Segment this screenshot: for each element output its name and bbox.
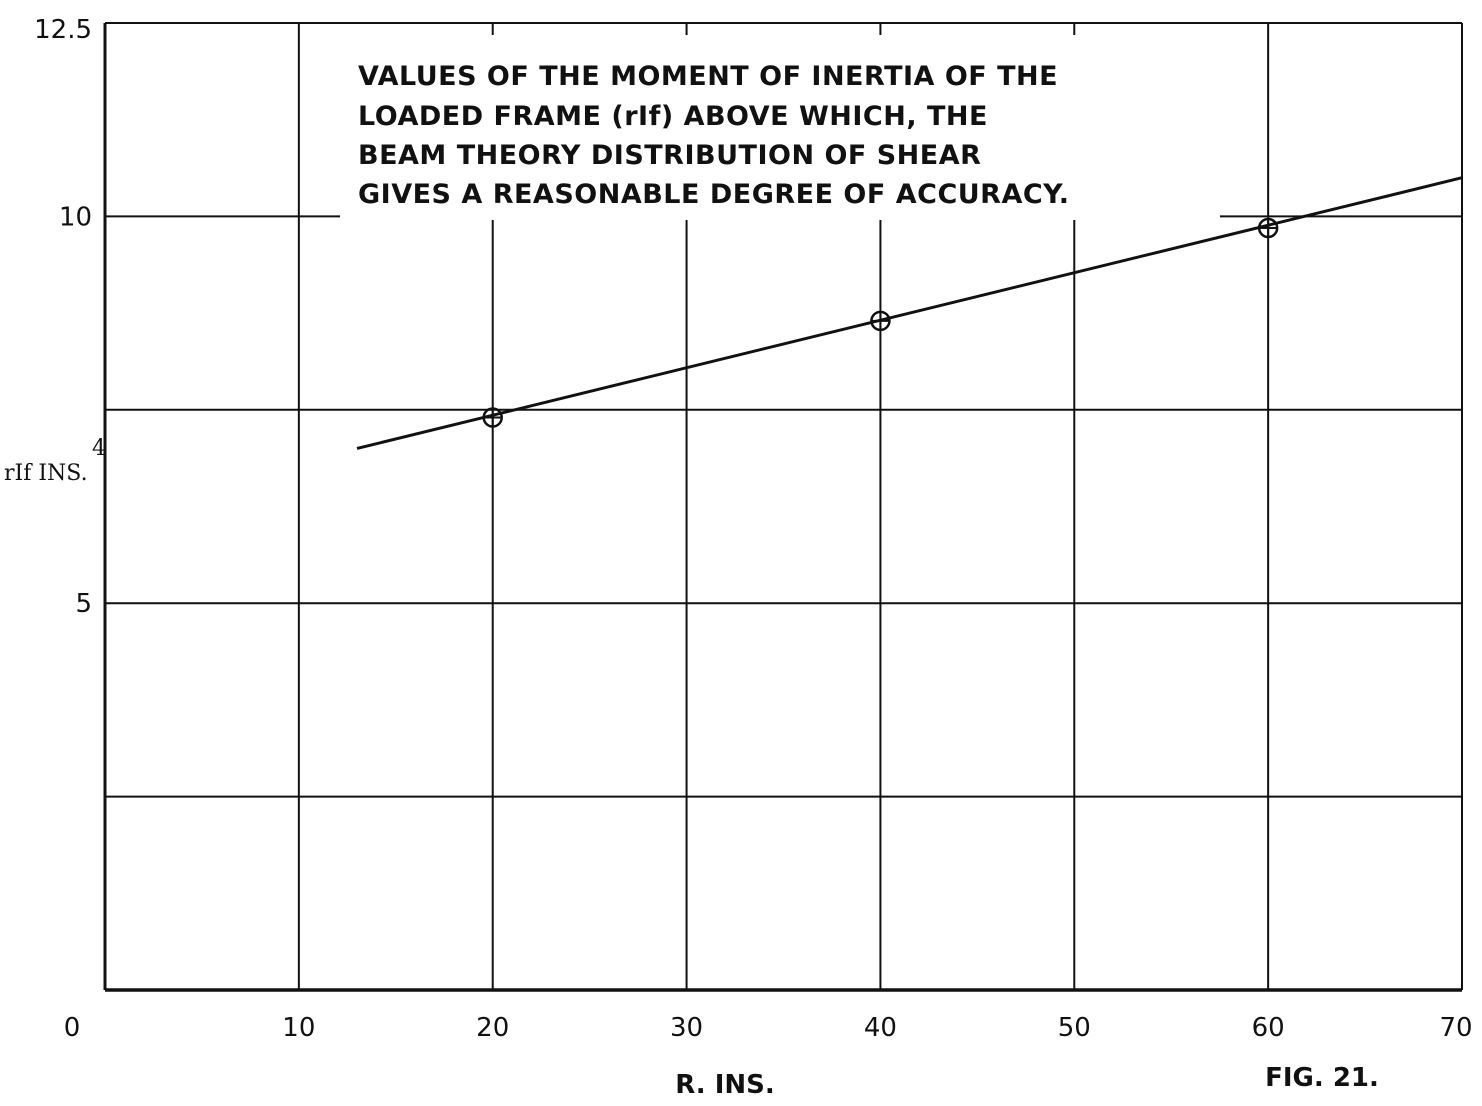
annotation-line-2: LOADED FRAME (rIf) ABOVE WHICH, THE bbox=[358, 101, 988, 132]
series-line-0 bbox=[356, 176, 1463, 450]
x-tick-label-60: 60 bbox=[1252, 1013, 1285, 1043]
x-tick-label-70: 70 bbox=[1439, 1013, 1472, 1043]
tick-labels: 0 10 20 30 40 50 60 70 5 10 12.5 bbox=[34, 15, 1472, 1043]
annotation-box bbox=[340, 35, 1220, 220]
series bbox=[356, 176, 1463, 450]
annotation-line-1: VALUES OF THE MOMENT OF INERTIA OF THE bbox=[358, 61, 1058, 92]
x-tick-label-10: 10 bbox=[282, 1013, 315, 1043]
annotation-line-4: GIVES A REASONABLE DEGREE OF ACCURACY. bbox=[358, 179, 1070, 210]
data-point-1 bbox=[870, 310, 891, 332]
x-tick-label-0: 0 bbox=[64, 1013, 81, 1043]
figure-label: FIG. 21. bbox=[1265, 1063, 1379, 1093]
y-axis-label-superscript: 4 bbox=[92, 436, 106, 461]
x-tick-label-40: 40 bbox=[864, 1013, 897, 1043]
y-tick-label-10: 10 bbox=[59, 202, 92, 232]
annotation-line-3: BEAM THEORY DISTRIBUTION OF SHEAR bbox=[358, 140, 981, 171]
axes bbox=[103, 22, 1463, 992]
x-tick-label-30: 30 bbox=[670, 1013, 703, 1043]
data-point-0 bbox=[482, 407, 503, 428]
y-tick-label-12.5: 12.5 bbox=[34, 15, 92, 45]
data-point-2 bbox=[1257, 217, 1279, 239]
y-tick-label-5: 5 bbox=[75, 589, 92, 619]
x-tick-label-50: 50 bbox=[1058, 1013, 1091, 1043]
x-axis-label: R. INS. bbox=[675, 1070, 774, 1100]
y-axis-label: rIf INS. bbox=[4, 461, 88, 486]
x-tick-label-20: 20 bbox=[476, 1013, 509, 1043]
